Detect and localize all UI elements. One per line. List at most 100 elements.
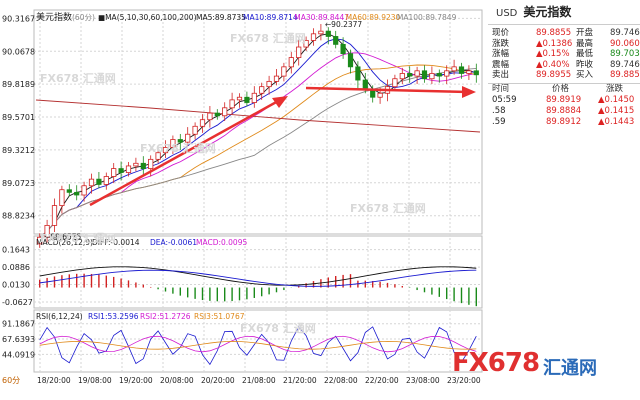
quote-row: 卖出 89.8955 买入 89.8855 xyxy=(488,70,640,81)
ma-legend: ■MA(5,10,30,60,100,200) xyxy=(98,13,197,22)
candle-body xyxy=(407,73,413,77)
tick-header-time: 时间 xyxy=(492,83,510,94)
quote-value: 89.8855 xyxy=(610,70,640,81)
ma-value-label: MA100:89.7849 xyxy=(397,13,457,22)
x-tick-label: 23/20:00 xyxy=(447,376,481,385)
rsi1-value: RSI1:53.2596 xyxy=(88,312,139,321)
candle-body xyxy=(192,125,198,135)
macd-value: MACD:0.0095 xyxy=(196,238,247,247)
quote-label: 买入 xyxy=(576,70,594,81)
x-tick-label: 18/20:00 xyxy=(37,376,71,385)
candle-body xyxy=(288,57,294,68)
x-tick-label: 19/20:00 xyxy=(119,376,153,385)
fx678-logo: FX678 xyxy=(452,348,540,378)
ma200-line xyxy=(35,99,481,133)
x-tick-label: 21/20:00 xyxy=(283,376,317,385)
tick-header: 时间 价格 涨跌 xyxy=(488,84,640,95)
rsi-legend: RSI(6,12,24) xyxy=(36,312,83,321)
candle-body xyxy=(355,66,361,81)
candle-body xyxy=(44,224,50,238)
candle-body xyxy=(96,178,102,185)
quote-label: 开盘 xyxy=(576,28,594,38)
candle-body xyxy=(458,66,465,74)
y-tick-label: 89.5701 xyxy=(2,113,35,122)
candle-body xyxy=(81,185,87,196)
candle-body xyxy=(66,189,72,193)
rsi-indicator xyxy=(39,326,477,366)
quote-label: 最高 xyxy=(576,38,594,49)
sideways-arrow-head xyxy=(462,86,476,98)
macd-indicator xyxy=(39,266,477,307)
quote-row: 现价 89.8855 开盘 89.7469 xyxy=(488,28,640,39)
x-tick-label: 21/08:00 xyxy=(242,376,276,385)
ma-line xyxy=(39,67,477,238)
quote-value: 89.8955 xyxy=(536,70,572,81)
candle-body xyxy=(140,162,146,169)
tick-price: 89.8919 xyxy=(546,94,582,105)
tick-price: 89.8912 xyxy=(546,116,582,127)
ma-value-label: MA60:89.9230 xyxy=(346,13,401,22)
candle-body xyxy=(199,119,206,127)
candle-body xyxy=(399,73,405,80)
tick-change: ▲0.1450 xyxy=(598,94,635,105)
candle-body xyxy=(347,53,354,68)
candle-body xyxy=(266,80,272,88)
candle-body xyxy=(59,189,65,206)
candle-body xyxy=(414,70,420,77)
rsi2-value: RSI2:51.2726 xyxy=(140,312,191,321)
sideways-arrow xyxy=(305,86,469,94)
macd-y-tick-label: 0.0886 xyxy=(2,263,30,272)
candle-body xyxy=(133,162,139,167)
x-tick-label: 22/08:00 xyxy=(324,376,358,385)
quote-value: ▲0.15% xyxy=(536,49,570,60)
candle-body xyxy=(207,112,213,121)
tick-time: 05:59 xyxy=(492,94,517,105)
quote-header: USD 美元指数 xyxy=(488,0,640,25)
tick-rows: 05:59 89.8919 ▲0.1450 .58 89.8884 ▲0.1415 .59 8… xyxy=(488,95,640,128)
quote-label: 卖出 xyxy=(492,70,510,81)
chart-texts: 90.3167 90.0678 89.8189 89.5701 89.3212 89.07… xyxy=(2,11,481,385)
candle-body xyxy=(333,36,339,45)
macd-dea: DEA:-0.0061 xyxy=(150,238,197,247)
macd-diff-line xyxy=(39,266,477,286)
candle-body xyxy=(296,46,302,59)
candle-body xyxy=(451,66,457,72)
tick-header-price: 价格 xyxy=(552,83,570,94)
high-price-label: ←90.2377 xyxy=(325,20,363,29)
x-tick-label: 20/08:00 xyxy=(160,376,194,385)
quote-value: ▲0.40% xyxy=(536,59,570,70)
candle-body xyxy=(303,40,309,48)
candle-body xyxy=(88,178,95,187)
chart-area[interactable]: 90.3167 90.0678 89.8189 89.5701 89.3212 89.07… xyxy=(0,0,488,400)
candle-body xyxy=(51,205,58,226)
rsi2-line xyxy=(39,335,477,353)
tick-header-change: 涨跌 xyxy=(606,83,624,94)
candle-body xyxy=(244,96,250,103)
y-tick-label: 89.3212 xyxy=(2,146,35,155)
quote-value: 89.8855 xyxy=(536,28,572,38)
quote-label: 最低 xyxy=(576,49,594,60)
candle-body xyxy=(429,73,435,80)
candle-body xyxy=(377,92,383,98)
uptrend-arrow-head xyxy=(272,96,288,108)
candle-body xyxy=(273,75,280,82)
moving-average-lines xyxy=(35,33,481,238)
macd-y-tick-label: 0.0130 xyxy=(2,281,30,290)
x-tick-label: 23/08:00 xyxy=(406,376,440,385)
candles xyxy=(37,24,479,248)
candle-body xyxy=(473,70,479,76)
candle-body xyxy=(236,96,243,101)
quote-value: 90.0608 xyxy=(610,38,640,49)
candle-body xyxy=(170,139,176,148)
rsi-panel-frame xyxy=(33,309,483,373)
macd-y-tick-label: 0.1643 xyxy=(2,246,30,255)
rsi-y-tick-label: 67.6393 xyxy=(2,335,35,344)
quote-label: 涨跌 xyxy=(492,38,510,49)
macd-diff: DIFF:-0.0014 xyxy=(92,238,140,247)
candle-body xyxy=(37,236,43,245)
chart-timeframe: (60分) xyxy=(72,13,95,22)
macd-y-tick-label: -0.0627 xyxy=(2,298,33,307)
quote-row: 涨幅 ▲0.15% 最低 89.7033 xyxy=(488,49,640,60)
uptrend-arrow xyxy=(89,98,281,207)
candle-body xyxy=(421,70,428,80)
